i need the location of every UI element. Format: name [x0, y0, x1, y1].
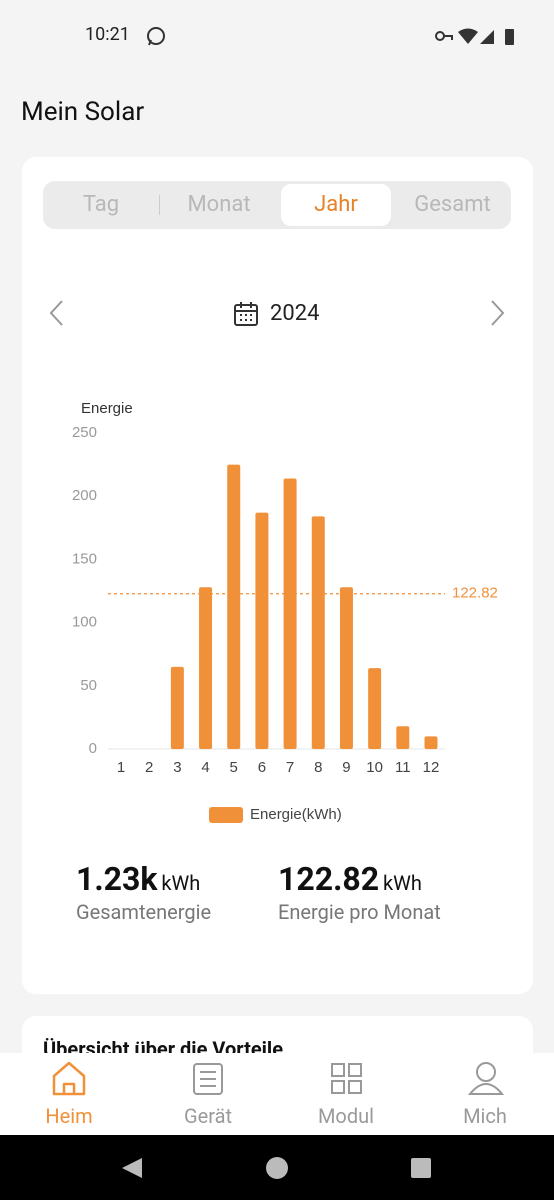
x-tick-label: 7 [286, 759, 294, 776]
summary-label: Energie pro Monat [278, 900, 441, 924]
y-tick-label: 250 [72, 424, 97, 441]
next-arrow[interactable] [488, 298, 508, 328]
average-label: 122.82 [452, 585, 498, 602]
x-tick-label: 12 [423, 759, 440, 776]
nav-label[interactable]: Mich [463, 1104, 507, 1128]
x-tick-label: 9 [342, 759, 350, 776]
summary-item: 122.82 kWh [278, 860, 422, 898]
status-time: 10:21 [85, 24, 130, 45]
summary-value: 122.82 [278, 860, 380, 898]
y-axis-label: Energie [81, 400, 133, 417]
y-tick-label: 200 [72, 487, 97, 504]
y-tick-label: 0 [89, 740, 97, 757]
tab[interactable]: Monat [187, 192, 251, 217]
summary-value: 1.23k [76, 860, 158, 898]
bar [255, 512, 269, 749]
bar [283, 478, 297, 749]
nav-label[interactable]: Heim [45, 1104, 93, 1128]
page-title: Mein Solar [21, 97, 145, 127]
whatsapp-icon [147, 27, 165, 46]
energy-card [22, 157, 533, 994]
x-tick-label: 5 [230, 759, 238, 776]
prev-arrow[interactable] [46, 298, 66, 328]
bar [170, 666, 184, 749]
bar [368, 668, 382, 749]
system-nav [0, 1135, 554, 1200]
tab-divider [159, 195, 160, 215]
summary-label: Gesamtenergie [76, 900, 212, 924]
x-tick-label: 6 [258, 759, 266, 776]
bar [199, 587, 213, 749]
summary-unit: kWh [383, 871, 422, 895]
x-tick-label: 2 [145, 759, 153, 776]
x-tick-label: 4 [201, 759, 209, 776]
bottom-nav [0, 1053, 554, 1135]
bar [311, 516, 325, 749]
bar [396, 726, 410, 749]
tab[interactable]: Tag [82, 192, 120, 217]
y-tick-label: 50 [80, 677, 97, 694]
bar [339, 587, 353, 749]
calendar-icon [234, 302, 258, 326]
x-tick-label: 8 [314, 759, 322, 776]
nav-icons [52, 1061, 505, 1096]
x-tick-label: 3 [173, 759, 181, 776]
summary-item: 1.23k kWh [76, 860, 200, 898]
bar [424, 736, 438, 749]
legend-swatch [209, 807, 243, 823]
tab-active[interactable]: Jahr [314, 192, 358, 217]
y-tick-label: 100 [72, 614, 97, 631]
date-label[interactable]: 2024 [270, 301, 320, 326]
x-tick-label: 11 [395, 759, 411, 776]
y-tick-label: 150 [72, 550, 97, 567]
bar [227, 464, 241, 749]
tab-bar [43, 181, 511, 229]
x-tick-label: 1 [117, 759, 125, 776]
nav-label[interactable]: Gerät [183, 1104, 233, 1128]
legend-label: Energie(kWh) [250, 806, 342, 823]
nav-label[interactable]: Modul [317, 1104, 375, 1128]
active-tab-bg [281, 184, 391, 226]
x-tick-label: 10 [366, 759, 383, 776]
summary-unit: kWh [161, 871, 201, 895]
status-icons [435, 28, 514, 45]
tab[interactable]: Gesamt [414, 192, 491, 217]
